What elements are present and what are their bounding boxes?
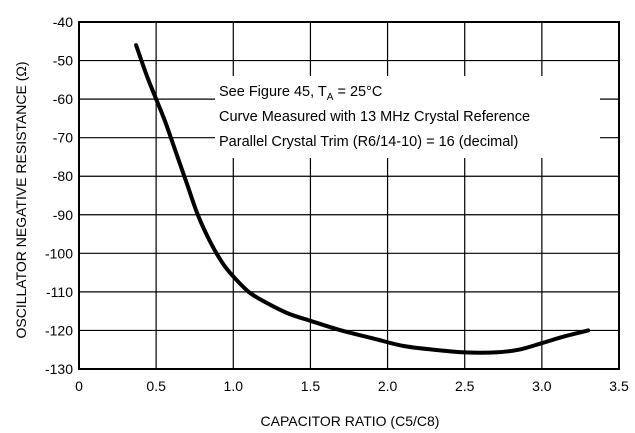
y-tick-label: -120 bbox=[45, 322, 73, 338]
chart-grid bbox=[79, 22, 619, 369]
y-tick-label: -110 bbox=[46, 284, 73, 300]
x-tick-label: 0 bbox=[75, 378, 83, 394]
annotation-line-1: See Figure 45, TA = 25°C bbox=[219, 84, 382, 103]
x-tick-label: 3.5 bbox=[609, 378, 629, 394]
y-axis-title: OSCILLATOR NEGATIVE RESISTANCE (Ω) bbox=[13, 61, 29, 338]
y-tick-label: -70 bbox=[53, 130, 73, 146]
y-tick-label: -130 bbox=[45, 361, 73, 377]
y-tick-labels: -40 -50 -60 -70 -80 -90 -100 -110 -120 -130 bbox=[45, 14, 73, 377]
plot-frame bbox=[78, 21, 620, 370]
x-tick-label: 1.5 bbox=[301, 378, 321, 394]
annotation-line-2: Curve Measured with 13 MHz Crystal Refer… bbox=[219, 109, 530, 125]
x-tick-label: 2.0 bbox=[378, 378, 398, 394]
x-tick-label: 2.5 bbox=[455, 378, 475, 394]
resistance-curve bbox=[134, 43, 591, 355]
y-tick-label: -60 bbox=[53, 91, 73, 107]
y-tick-label: -100 bbox=[45, 245, 73, 261]
x-axis-title: CAPACITOR RATIO (C5/C8) bbox=[261, 413, 440, 429]
x-tick-label: 0.5 bbox=[146, 378, 166, 394]
x-tick-label: 1.0 bbox=[224, 378, 244, 394]
x-tick-label: 3.0 bbox=[532, 378, 552, 394]
y-tick-label: -40 bbox=[53, 14, 73, 30]
annotation-background bbox=[215, 76, 600, 158]
y-tick-label: -50 bbox=[53, 53, 73, 69]
y-tick-label: -80 bbox=[53, 168, 73, 184]
annotation-line-3: Parallel Crystal Trim (R6/14-10) = 16 (d… bbox=[219, 134, 518, 150]
y-tick-label: -90 bbox=[53, 207, 73, 223]
x-tick-labels: 0 0.5 1.0 1.5 2.0 2.5 3.0 3.5 bbox=[75, 378, 629, 394]
